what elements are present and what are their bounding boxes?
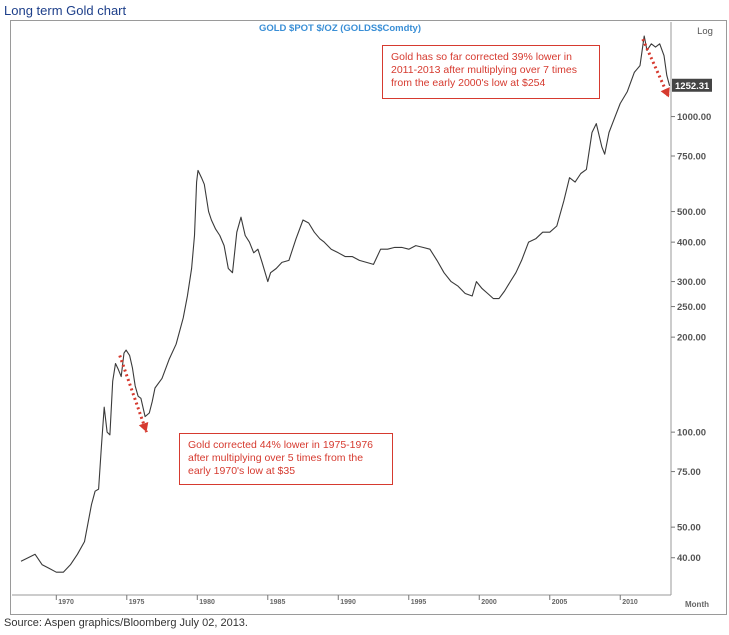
chart-title: GOLD $POT $/OZ (GOLDS$Comdty) — [259, 23, 421, 34]
y-tick-label: 750.00 — [677, 151, 706, 162]
x-tick-label: 1985 — [270, 599, 286, 606]
x-tick-label: 1980 — [199, 599, 215, 606]
y-tick-label: 100.00 — [677, 428, 706, 439]
last-price-marker — [672, 78, 712, 92]
x-tick-label: 2000 — [481, 599, 497, 606]
y-tick-label: 500.00 — [677, 207, 706, 218]
y-tick-label: 40.00 — [677, 553, 701, 564]
gold-price-line — [20, 35, 671, 573]
source-note: Source: Aspen graphics/Bloomberg July 02… — [4, 617, 248, 629]
correction-arrow-1975-head — [138, 421, 149, 433]
x-tick-label: 2010 — [622, 599, 638, 606]
scale-label: Log — [697, 26, 713, 37]
y-tick-label: 50.00 — [677, 523, 701, 534]
annotation-2011-correction: Gold has so far corrected 39% lower in 2… — [382, 45, 600, 99]
chart-frame — [10, 20, 727, 615]
correction-arrow-1975 — [118, 354, 148, 433]
x-tick-label: 1970 — [58, 599, 74, 606]
correction-arrow-2011 — [641, 38, 671, 99]
x-tick-label: 1975 — [129, 599, 145, 606]
annotation-1975-correction: Gold corrected 44% lower in 1975-1976 af… — [179, 433, 393, 485]
x-tick-label: 2005 — [552, 599, 568, 606]
y-tick-label: 400.00 — [677, 238, 706, 249]
y-tick-label: 200.00 — [677, 333, 706, 344]
page-title: Long term Gold chart — [4, 3, 127, 18]
x-tick-label: 1995 — [411, 599, 427, 606]
y-tick-label: 250.00 — [677, 302, 706, 313]
last-price-label: 1252.31 — [675, 81, 710, 92]
x-unit-label: Month — [685, 600, 709, 609]
x-tick-label: 1990 — [340, 599, 356, 606]
y-tick-label: 1000.00 — [677, 112, 711, 123]
y-tick-label: 300.00 — [677, 277, 706, 288]
y-tick-label: 75.00 — [677, 467, 701, 478]
correction-arrow-2011-head — [660, 87, 670, 98]
